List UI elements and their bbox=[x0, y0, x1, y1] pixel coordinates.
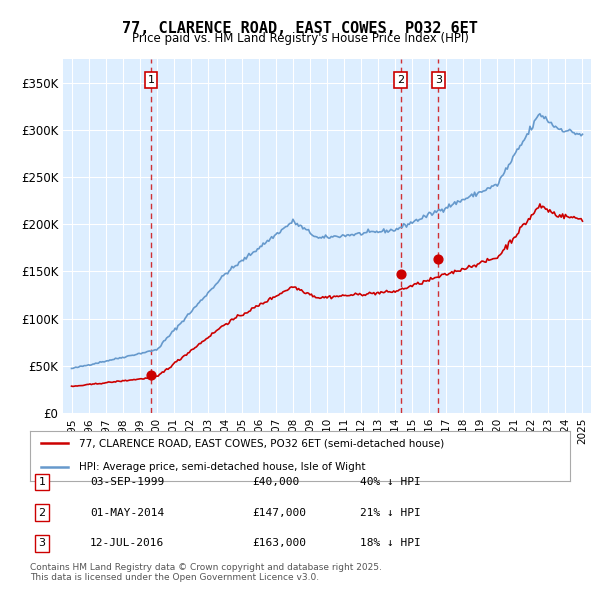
Text: 3: 3 bbox=[435, 76, 442, 85]
Text: HPI: Average price, semi-detached house, Isle of Wight: HPI: Average price, semi-detached house,… bbox=[79, 462, 365, 472]
Text: 77, CLARENCE ROAD, EAST COWES, PO32 6ET (semi-detached house): 77, CLARENCE ROAD, EAST COWES, PO32 6ET … bbox=[79, 438, 444, 448]
Text: 1: 1 bbox=[148, 76, 155, 85]
Text: 2: 2 bbox=[397, 76, 404, 85]
Text: 3: 3 bbox=[38, 539, 46, 548]
Text: 01-MAY-2014: 01-MAY-2014 bbox=[90, 508, 164, 517]
Text: 12-JUL-2016: 12-JUL-2016 bbox=[90, 539, 164, 548]
Text: 2: 2 bbox=[38, 508, 46, 517]
Text: 40% ↓ HPI: 40% ↓ HPI bbox=[360, 477, 421, 487]
Point bbox=[146, 371, 156, 380]
Text: 1: 1 bbox=[38, 477, 46, 487]
Text: 18% ↓ HPI: 18% ↓ HPI bbox=[360, 539, 421, 548]
Text: Contains HM Land Registry data © Crown copyright and database right 2025.
This d: Contains HM Land Registry data © Crown c… bbox=[30, 563, 382, 582]
Text: £163,000: £163,000 bbox=[252, 539, 306, 548]
Text: 77, CLARENCE ROAD, EAST COWES, PO32 6ET: 77, CLARENCE ROAD, EAST COWES, PO32 6ET bbox=[122, 21, 478, 35]
Text: 21% ↓ HPI: 21% ↓ HPI bbox=[360, 508, 421, 517]
Text: £40,000: £40,000 bbox=[252, 477, 299, 487]
Point bbox=[434, 254, 443, 264]
Text: Price paid vs. HM Land Registry's House Price Index (HPI): Price paid vs. HM Land Registry's House … bbox=[131, 32, 469, 45]
Text: £147,000: £147,000 bbox=[252, 508, 306, 517]
Point bbox=[396, 270, 406, 279]
Text: 03-SEP-1999: 03-SEP-1999 bbox=[90, 477, 164, 487]
